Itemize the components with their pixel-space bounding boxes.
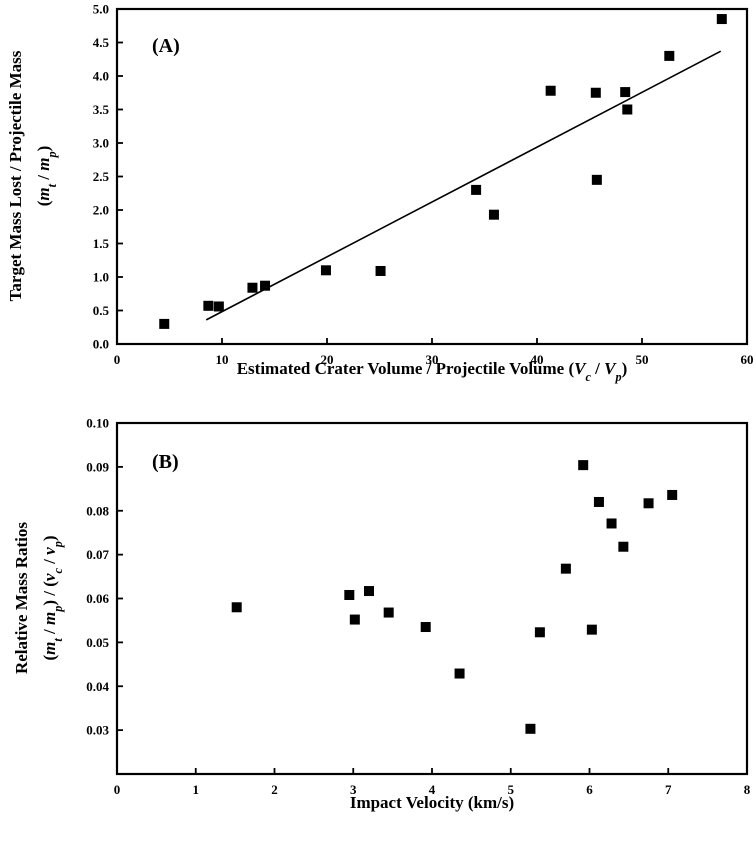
x-tick-label-b: 7 [665, 782, 672, 797]
y-tick-label-b: 0.06 [86, 591, 109, 606]
y-tick-label-b: 0.07 [86, 547, 109, 562]
panel-a-scatter-chart: 0 10 20 30 40 50 60 0.0 0.5 1.0 1.5 2.0 2.5 3.0 3.5 4.0… [6, 2, 754, 385]
plot-frame-a [115, 7, 749, 346]
data-point-b-9 [560, 563, 571, 574]
data-point-a-1 [203, 300, 214, 311]
data-point-b-13 [606, 518, 617, 529]
data-point-a-15 [716, 14, 727, 25]
y-tick-label-a: 0.5 [93, 303, 110, 318]
data-point-a-14 [664, 50, 675, 61]
y-axis-label-a: Target Mass Lost / Projectile Mass [6, 50, 25, 301]
data-point-a-11 [591, 174, 602, 185]
data-point-b-15 [643, 498, 654, 509]
data-point-b-6 [454, 668, 465, 679]
x-tick-label-a: 50 [636, 352, 649, 367]
y-tick-label-a: 3.5 [93, 102, 110, 117]
data-point-b-11 [586, 624, 597, 635]
data-point-a-7 [471, 184, 482, 195]
x-tick-label-a: 60 [741, 352, 754, 367]
x-tick-label-b: 1 [193, 782, 200, 797]
data-point-b-3 [364, 586, 374, 597]
data-point-a-6 [375, 265, 386, 276]
y-tick-label-a: 0.0 [93, 337, 109, 352]
x-tick-label-a: 20 [321, 352, 334, 367]
data-point-b-0 [231, 602, 242, 613]
x-tick-label-b: 3 [350, 782, 357, 797]
y-tick-label-b: 0.03 [86, 723, 109, 738]
x-tick-label-b: 4 [429, 782, 436, 797]
panel-b-scatter-chart: 0 1 2 3 4 5 6 7 8 0.03 0.04 0.05 0.06 0.07 0.08 0.09 0.1… [12, 416, 751, 813]
data-point-b-12 [593, 496, 604, 507]
y-tick-label-b: 0.08 [86, 503, 109, 518]
data-point-a-3 [247, 282, 258, 293]
data-point-b-1 [344, 589, 355, 600]
data-point-a-10 [590, 87, 601, 98]
y-tick-label-a: 3.0 [93, 136, 109, 151]
y-tick-label-b: 0.04 [86, 679, 109, 694]
data-point-b-7 [525, 723, 536, 734]
y-tick-label-b: 0.09 [86, 459, 109, 474]
y-tick-label-b: 0.10 [86, 416, 109, 431]
data-point-a-8 [488, 209, 499, 220]
y-tick-label-a: 5.0 [93, 2, 109, 17]
y-tick-label-a: 4.0 [93, 69, 109, 84]
data-point-a-9 [545, 85, 556, 96]
data-point-b-5 [420, 622, 431, 633]
x-tick-label-a: 40 [531, 352, 544, 367]
y-axis-sublabel-b: (mt / mp) / (vc / vp) [40, 535, 65, 660]
x-axis-label-b: Impact Velocity (km/s) [350, 793, 514, 812]
data-point-a-4 [260, 280, 271, 291]
x-axis-label-a: Estimated Crater Volume / Projectile Vol… [237, 359, 628, 384]
x-tick-label-a: 0 [114, 352, 121, 367]
data-point-a-0 [159, 318, 170, 329]
data-point-a-5 [320, 265, 331, 276]
data-point-a-2 [213, 301, 224, 312]
x-tick-label-b: 2 [271, 782, 278, 797]
y-tick-label-a: 2.5 [93, 169, 110, 184]
y-tick-label-a: 2.0 [93, 203, 109, 218]
data-point-b-16 [667, 489, 678, 500]
data-point-a-13 [622, 104, 633, 115]
panel-label-a: (A) [152, 35, 180, 57]
x-tick-label-b: 8 [744, 782, 751, 797]
data-point-b-8 [534, 627, 545, 638]
x-tick-label-a: 10 [216, 352, 229, 367]
data-point-b-4 [383, 607, 394, 618]
y-tick-label-a: 1.5 [93, 236, 110, 251]
panel-label-b: (B) [152, 451, 179, 473]
fit-line-a [205, 50, 722, 321]
data-point-b-14 [618, 541, 629, 552]
x-tick-label-b: 6 [586, 782, 593, 797]
data-point-b-10 [578, 460, 589, 471]
y-axis-sublabel-a: (mt / mp) [34, 146, 59, 207]
data-point-b-2 [349, 614, 360, 625]
x-tick-label-a: 30 [426, 352, 439, 367]
y-tick-label-a: 1.0 [93, 270, 109, 285]
y-tick-label-b: 0.05 [86, 635, 109, 650]
plot-frame-b [115, 421, 749, 776]
x-tick-label-b: 5 [508, 782, 515, 797]
x-tick-label-b: 0 [114, 782, 121, 797]
y-tick-label-a: 4.5 [93, 35, 110, 50]
y-axis-label-b: Relative Mass Ratios [12, 522, 31, 674]
data-point-a-12 [620, 87, 631, 98]
